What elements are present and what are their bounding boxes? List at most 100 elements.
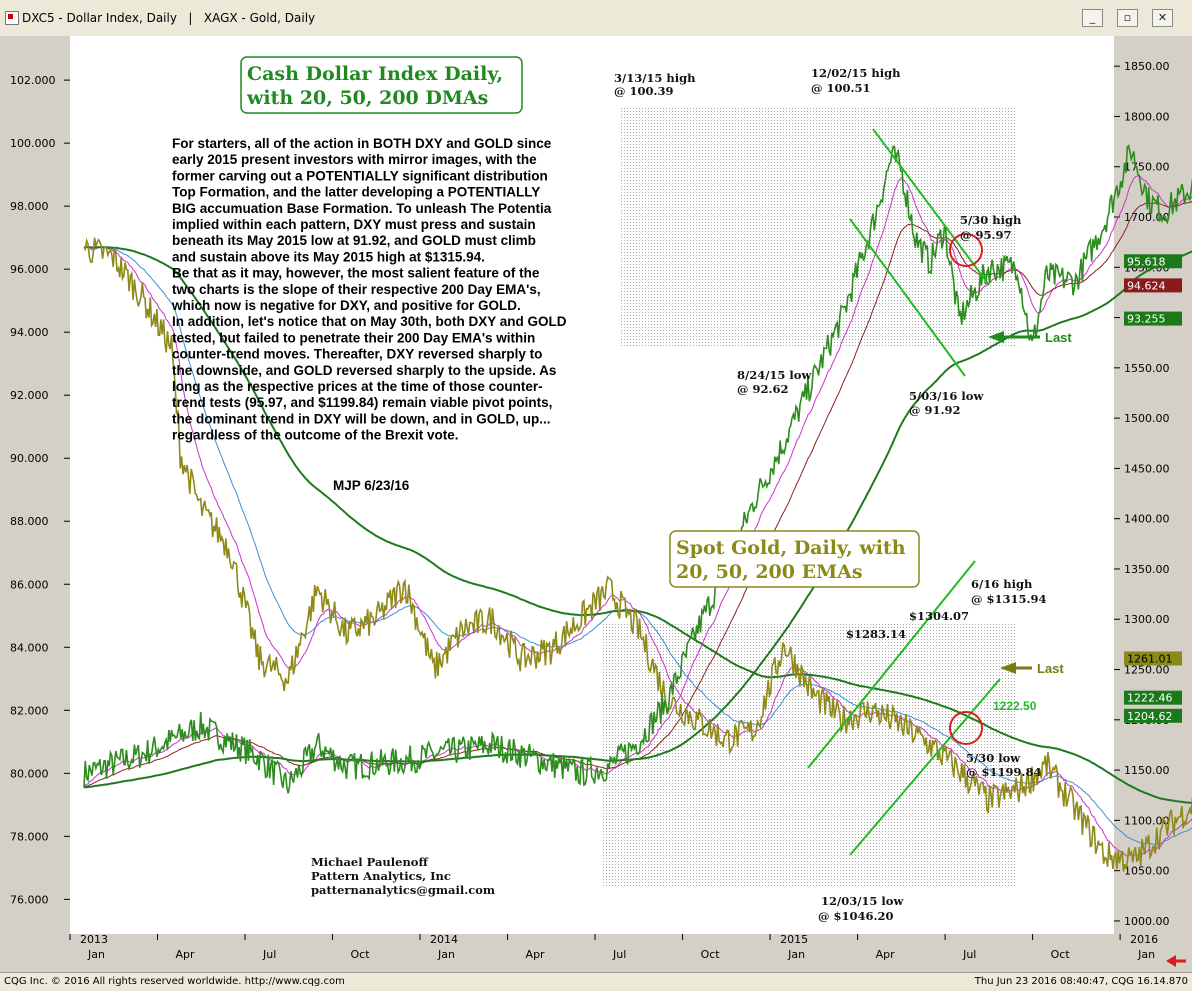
price-tag-value: 1222.46: [1127, 692, 1173, 705]
credit-company: Pattern Analytics, Inc: [311, 869, 451, 883]
dxy-low2-label: 5/03/16 low: [909, 389, 984, 403]
x-year-label: 2015: [780, 933, 808, 946]
x-month-label: Jul: [612, 948, 626, 961]
credit-email: patternanalytics@gmail.com: [311, 883, 495, 897]
price-tag-bg: [1124, 651, 1182, 666]
status-bar: CQG Inc. © 2016 All rights reserved worl…: [0, 972, 1192, 991]
left-tick-label: 94.000: [10, 326, 49, 339]
gold-channel-upper: [807, 560, 976, 769]
dxy-title-border: [240, 56, 523, 114]
commentary-line: regardless of the outcome of the Brexit …: [172, 428, 459, 443]
price-tag-value: 94.624: [1127, 279, 1166, 292]
right-tick-label: 1750.00: [1124, 161, 1170, 174]
dxy-high2-label: 12/02/15 high: [811, 66, 901, 80]
x-month-label: Jan: [437, 948, 455, 961]
scroll-left-arrow-icon[interactable]: [1166, 955, 1176, 967]
window-title: DXC5 - Dollar Index, Daily | XAGX - Gold…: [22, 11, 316, 25]
gold-h1304-label: $1304.07: [909, 609, 969, 623]
signature: MJP 6/23/16: [333, 478, 410, 493]
right-tick-label: 1300.00: [1124, 613, 1170, 626]
right-tick-label: 1800.00: [1124, 110, 1170, 123]
right-tick-label: 1700.00: [1124, 211, 1170, 224]
maximize-button[interactable]: ▫: [1117, 9, 1138, 27]
gold-low1-value: @ $1046.20: [818, 909, 894, 923]
minimize-button[interactable]: _: [1082, 9, 1103, 27]
commentary-text: For starters, all of the action in BOTH …: [171, 136, 567, 443]
gold-last-arrow-head: [1000, 662, 1016, 674]
left-tick-label: 84.000: [10, 641, 49, 654]
title-bar: DXC5 - Dollar Index, Daily | XAGX - Gold…: [0, 0, 1192, 37]
commentary-line: early 2015 present investors with mirror…: [172, 152, 537, 167]
gold-price-line: [83, 237, 1192, 872]
price-tag-value: 1204.62: [1127, 710, 1173, 723]
credit-name: Michael Paulenoff: [311, 855, 429, 869]
left-tick-label: 78.000: [10, 830, 49, 843]
dxy-highlight-zone: [619, 108, 1016, 346]
right-tick-label: 1350.00: [1124, 563, 1170, 576]
right-tick-label: 1150.00: [1124, 764, 1170, 777]
x-month-label: Jul: [262, 948, 276, 961]
dxy-title-box: Cash Dollar Index Daily, with 20, 50, 20…: [240, 56, 523, 114]
price-tag-value: 93.255: [1127, 313, 1166, 326]
left-tick-label: 88.000: [10, 515, 49, 528]
dxy-low1-label: 8/24/15 low: [737, 368, 812, 382]
gold-high1-value: @ $1315.94: [971, 592, 1047, 606]
x-month-label: Apr: [176, 948, 196, 961]
commentary-line: implied within each pattern, DXY must pr…: [172, 217, 536, 232]
right-axis-price-tags: 95.618 94.624 93.255 1261.01 1222.46 1204.62: [1124, 254, 1182, 723]
right-tick-label: 1500.00: [1124, 412, 1170, 425]
left-tick-label: 98.000: [10, 200, 49, 213]
dxy-ema50-line: [83, 200, 1192, 788]
left-tick-label: 102.000: [10, 74, 56, 87]
left-tick-label: 76.000: [10, 893, 49, 906]
x-year-label: 2013: [80, 933, 108, 946]
left-tick-label: 96.000: [10, 263, 49, 276]
dxy-last-label: Last: [1045, 330, 1072, 345]
dxy-low2-value: @ 91.92: [909, 403, 961, 417]
gold-title-line2: 20, 50, 200 EMAs: [676, 561, 863, 583]
right-tick-label: 1100.00: [1124, 814, 1170, 827]
x-month-label: Apr: [526, 948, 546, 961]
left-axis-panel: [0, 36, 70, 972]
gold-ema20-line: [83, 245, 1192, 857]
trendlines: [807, 128, 1001, 856]
right-axis-ticks: 1850.001800.001750.001700.001650.001600.…: [1114, 60, 1170, 928]
commentary-line: tested, but failed to penetrate their 20…: [172, 330, 535, 345]
x-month-label: Apr: [876, 948, 896, 961]
commentary-line: trend tests (95.97, and $1199.84) remain…: [172, 395, 552, 410]
x-month-label: Jul: [962, 948, 976, 961]
right-tick-label: 1850.00: [1124, 60, 1170, 73]
right-tick-label: 1050.00: [1124, 865, 1170, 878]
price-tag-bg: [1124, 254, 1182, 269]
commentary-line: the downside, and GOLD reversed sharply …: [172, 363, 556, 378]
commentary-line: For starters, all of the action in BOTH …: [172, 136, 552, 151]
commentary-line: beneath its May 2015 low at 91.92, and G…: [172, 233, 536, 248]
commentary-line: two charts is the slope of their respect…: [172, 282, 541, 297]
gold-trend-label: 1222.50: [993, 699, 1037, 713]
x-year-label: 2014: [430, 933, 458, 946]
commentary-line: former carving out a POTENTIALLY signifi…: [172, 168, 548, 183]
dxy-channel-lower: [849, 218, 966, 377]
commentary-line: In addition, let's notice that on May 30…: [172, 314, 567, 329]
gold-last-label: Last: [1037, 661, 1064, 676]
left-tick-label: 100.000: [10, 137, 56, 150]
gold-channel-lower: [849, 678, 1001, 856]
right-tick-label: 1000.00: [1124, 915, 1170, 928]
gold-low1-label: 12/03/15 low: [821, 894, 904, 908]
dxy-channel-upper: [872, 128, 990, 286]
x-month-label: Jan: [1137, 948, 1155, 961]
commentary-line: the dominant trend in DXY will be down, …: [172, 411, 551, 426]
dxy-high3-label: 5/30 high: [960, 213, 1022, 227]
price-tag-bg: [1124, 708, 1182, 723]
left-tick-label: 92.000: [10, 389, 49, 402]
close-button[interactable]: ✕: [1152, 9, 1173, 27]
gold-h1283-label: $1283.14: [846, 627, 906, 641]
chart-area[interactable]: 102.000 100.000 98.000 96.000 94.000 92.000 90…: [0, 36, 1192, 972]
app-icon: [5, 11, 19, 25]
x-year-label: 2016: [1130, 933, 1158, 946]
gold-title-box: Spot Gold, Daily, with 20, 50, 200 EMAs: [669, 530, 920, 588]
right-tick-label: 1550.00: [1124, 362, 1170, 375]
dxy-title-line1: Cash Dollar Index Daily,: [247, 63, 503, 85]
right-tick-label: 1450.00: [1124, 462, 1170, 475]
